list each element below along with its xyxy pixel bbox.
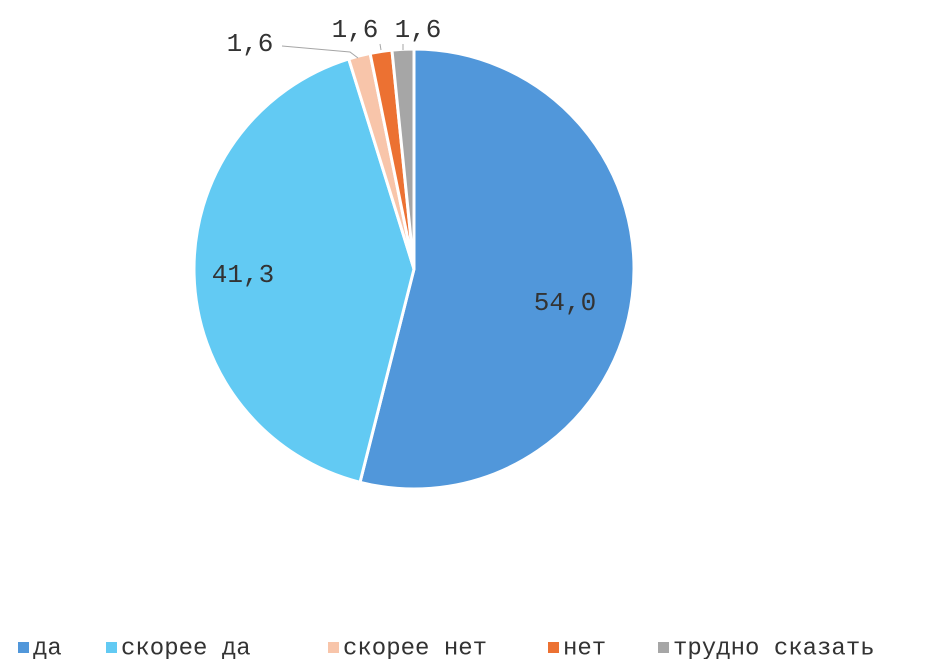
- legend-swatch: [328, 642, 339, 653]
- legend-label: трудно сказать: [673, 635, 875, 659]
- data-label: 1,6: [395, 15, 442, 45]
- data-label: 54,0: [534, 288, 596, 318]
- data-label: 1,6: [227, 29, 274, 59]
- legend-swatch: [548, 642, 559, 653]
- data-label: 41,3: [212, 260, 274, 290]
- legend-label: да: [33, 635, 62, 659]
- legend-swatch: [658, 642, 669, 653]
- leader-line: [281, 45, 359, 59]
- legend-label: скорее нет: [343, 635, 487, 659]
- legend-label: нет: [563, 635, 606, 659]
- pie-slice: [192, 57, 416, 485]
- pie-slice: [358, 47, 636, 491]
- data-label: 1,6: [332, 15, 379, 45]
- legend-label: скорее да: [121, 635, 251, 659]
- leader-line: [379, 43, 382, 51]
- legend-swatch: [18, 642, 29, 653]
- legend-swatch: [106, 642, 117, 653]
